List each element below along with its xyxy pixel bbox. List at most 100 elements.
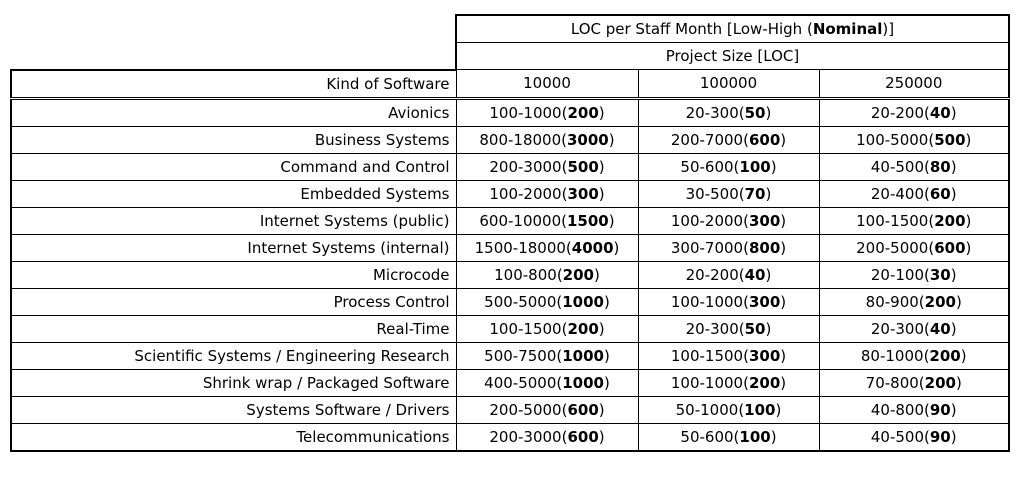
- loc-value-cell: 70-800(200): [818, 368, 1010, 397]
- loc-value-cell: 100-1500(300): [637, 341, 820, 370]
- nominal-value: 1000: [562, 373, 604, 392]
- nominal-value: 300: [748, 211, 781, 230]
- nominal-value: 500: [934, 130, 966, 149]
- row-label: Embedded Systems: [10, 179, 457, 208]
- loc-value-cell: 200-3000(500): [455, 152, 639, 181]
- nominal-value: 300: [748, 346, 781, 365]
- nominal-value: 300: [567, 184, 599, 203]
- loc-value-cell: 40-500(80): [818, 152, 1010, 181]
- loc-value-cell: 30-500(70): [637, 179, 820, 208]
- title-row: LOC per Staff Month [Low-High (Nominal)]: [11, 14, 1010, 43]
- nominal-value: 1000: [562, 346, 604, 365]
- loc-value-cell: 20-400(60): [818, 179, 1010, 208]
- row-label: Business Systems: [10, 125, 457, 154]
- loc-value-cell: 500-5000(1000): [455, 287, 639, 316]
- loc-value-cell: 20-200(40): [637, 260, 820, 289]
- subtitle-row: Project Size [LOC]: [11, 42, 1010, 70]
- nominal-value: 100: [739, 427, 771, 446]
- blank-corner: [11, 15, 456, 43]
- nominal-value: 90: [929, 400, 951, 419]
- loc-value-cell: 100-2000(300): [637, 206, 820, 235]
- column-header-100000: 100000: [637, 69, 820, 100]
- loc-value-cell: 100-1500(200): [818, 206, 1010, 235]
- table-title-text: LOC per Staff Month [Low-High (: [570, 20, 813, 38]
- column-header-10000: 10000: [455, 69, 639, 100]
- nominal-value: 200: [748, 373, 781, 392]
- loc-value-cell: 200-3000(600): [455, 422, 639, 452]
- column-header-kind-of-software: Kind of Software: [10, 68, 457, 100]
- row-label: Avionics: [10, 97, 457, 127]
- loc-value-cell: 50-600(100): [637, 152, 820, 181]
- table-row: Command and Control 200-3000(500) 50-600(1…: [10, 152, 1010, 181]
- row-label: Internet Systems (internal): [10, 233, 457, 262]
- loc-value-cell: 800-18000(3000): [455, 125, 639, 154]
- row-label: Microcode: [10, 260, 457, 289]
- nominal-value: 90: [929, 427, 951, 446]
- table-title: LOC per Staff Month [Low-High (Nominal)]: [455, 14, 1010, 43]
- nominal-value: 200: [567, 103, 599, 122]
- loc-value-cell: 50-1000(100): [637, 395, 820, 424]
- column-header-row: Kind of Software 10000 100000 250000: [10, 68, 1010, 100]
- loc-value-cell: 100-5000(500): [818, 125, 1010, 154]
- table-row: Shrink wrap / Packaged Software 400-5000(…: [10, 368, 1010, 397]
- table-row: Internet Systems (public) 600-10000(1500)…: [10, 206, 1010, 235]
- loc-value-cell: 100-1000(200): [637, 368, 820, 397]
- row-label: Scientific Systems / Engineering Researc…: [10, 341, 457, 370]
- table-title-suffix: )]: [882, 20, 895, 38]
- nominal-value: 40: [929, 103, 951, 122]
- nominal-value: 600: [567, 400, 599, 419]
- nominal-value: 800: [748, 238, 781, 257]
- nominal-value: 1000: [562, 292, 604, 311]
- loc-value-cell: 20-300(50): [637, 97, 820, 127]
- loc-value-cell: 20-300(50): [637, 314, 820, 343]
- loc-value-cell: 20-300(40): [818, 314, 1010, 343]
- row-label: Shrink wrap / Packaged Software: [10, 368, 457, 397]
- loc-value-cell: 50-600(100): [637, 422, 820, 452]
- nominal-value: 60: [929, 184, 951, 203]
- nominal-value: 3000: [567, 130, 609, 149]
- nominal-value: 200: [924, 373, 956, 392]
- loc-value-cell: 80-900(200): [818, 287, 1010, 316]
- loc-value-cell: 500-7500(1000): [455, 341, 639, 370]
- nominal-value: 50: [744, 103, 766, 122]
- loc-value-cell: 200-5000(600): [818, 233, 1010, 262]
- loc-value-cell: 100-1000(300): [637, 287, 820, 316]
- row-label: Real-Time: [10, 314, 457, 343]
- loc-value-cell: 100-2000(300): [455, 179, 639, 208]
- row-label: Internet Systems (public): [10, 206, 457, 235]
- nominal-value: 40: [744, 265, 766, 284]
- nominal-value: 80: [929, 157, 951, 176]
- nominal-value: 200: [567, 319, 599, 338]
- table-row: Scientific Systems / Engineering Researc…: [10, 341, 1010, 370]
- loc-value-cell: 40-800(90): [818, 395, 1010, 424]
- loc-value-cell: 600-10000(1500): [455, 206, 639, 235]
- nominal-value: 50: [744, 319, 766, 338]
- loc-value-cell: 1500-18000(4000): [455, 233, 639, 262]
- row-label: Systems Software / Drivers: [10, 395, 457, 424]
- nominal-value: 40: [929, 319, 951, 338]
- nominal-value: 1500: [567, 211, 609, 230]
- row-label: Process Control: [10, 287, 457, 316]
- loc-value-cell: 20-200(40): [818, 97, 1010, 127]
- row-label: Telecommunications: [10, 422, 457, 452]
- nominal-value: 100: [739, 157, 771, 176]
- table-row: Telecommunications 200-3000(600) 50-600(10…: [10, 422, 1010, 452]
- loc-value-cell: 100-1500(200): [455, 314, 639, 343]
- nominal-value: 30: [929, 265, 951, 284]
- column-header-250000: 250000: [818, 69, 1010, 100]
- table-title-bold: Nominal: [812, 20, 883, 38]
- loc-value-cell: 20-100(30): [818, 260, 1010, 289]
- blank-corner: [11, 42, 456, 70]
- nominal-value: 600: [567, 427, 599, 446]
- nominal-value: 600: [748, 130, 781, 149]
- nominal-value: 200: [924, 292, 956, 311]
- loc-value-cell: 400-5000(1000): [455, 368, 639, 397]
- table-row: Embedded Systems 100-2000(300) 30-500(70) 2…: [10, 179, 1010, 208]
- loc-value-cell: 80-1000(200): [818, 341, 1010, 370]
- nominal-value: 300: [748, 292, 781, 311]
- nominal-value: 500: [567, 157, 599, 176]
- table-row: Systems Software / Drivers 200-5000(600) 5…: [10, 395, 1010, 424]
- nominal-value: 200: [562, 265, 594, 284]
- table-subtitle: Project Size [LOC]: [455, 42, 1010, 70]
